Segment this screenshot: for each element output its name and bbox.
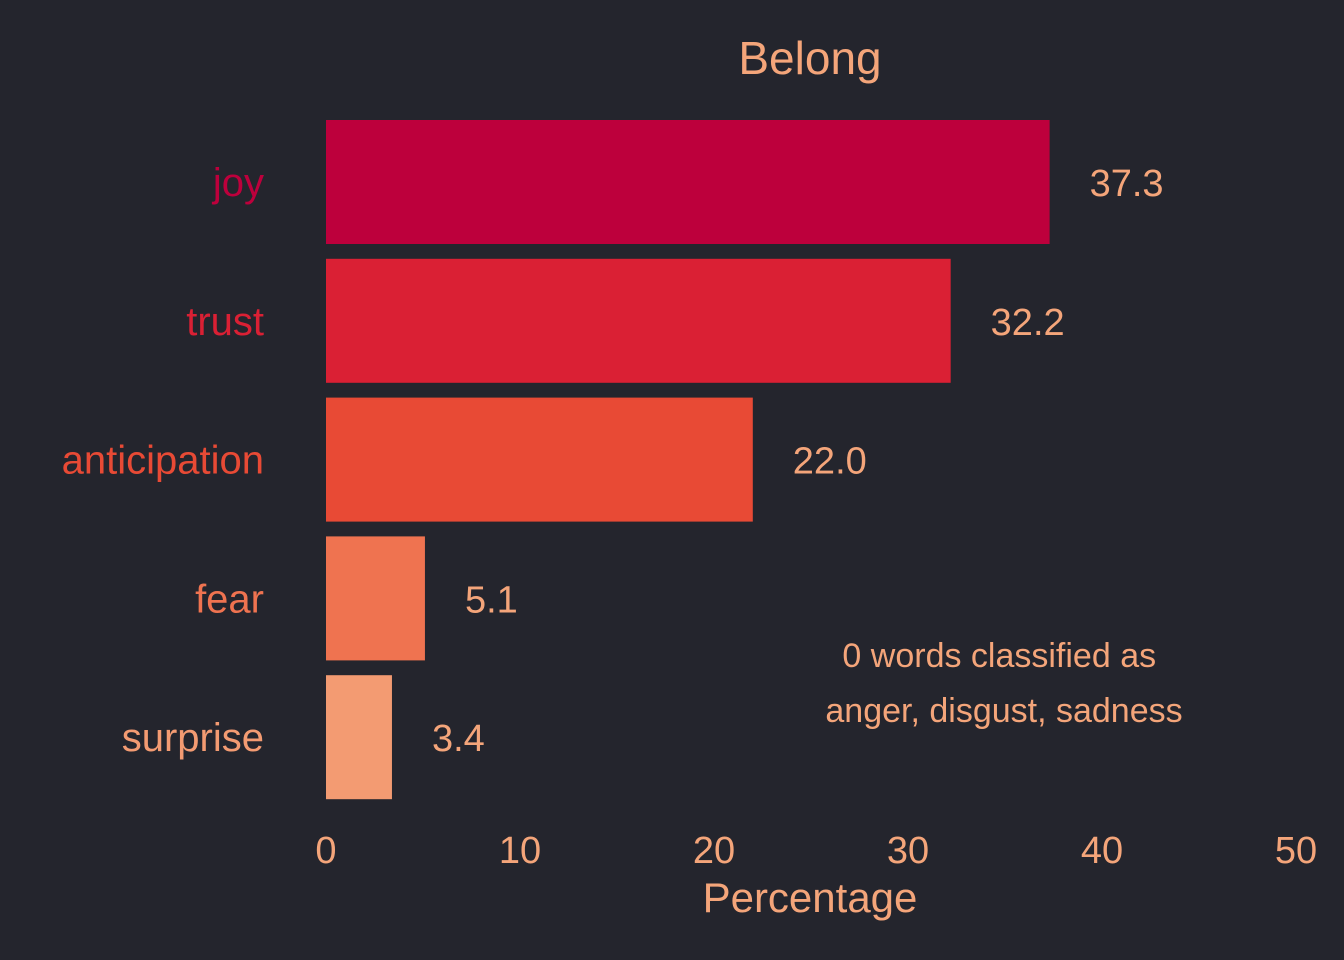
- bars-layer: [326, 120, 1050, 800]
- value-label-trust: 32.2: [991, 302, 1065, 344]
- value-label-surprise: 3.4: [432, 718, 485, 760]
- value-label-joy: 37.3: [1090, 163, 1164, 205]
- annotation-line-1: 0 words classified as: [842, 637, 1156, 675]
- category-label-surprise: surprise: [122, 716, 264, 760]
- x-tick-label-30: 30: [887, 830, 929, 872]
- chart-title: Belong: [738, 32, 881, 84]
- category-label-anticipation: anticipation: [62, 439, 264, 483]
- x-axis-label: Percentage: [703, 874, 918, 921]
- category-label-fear: fear: [195, 577, 264, 621]
- x-tick-label-10: 10: [499, 830, 541, 872]
- x-tick-label-20: 20: [693, 830, 735, 872]
- category-label-trust: trust: [186, 300, 264, 344]
- x-tick-label-50: 50: [1275, 830, 1317, 872]
- x-tick-label-40: 40: [1081, 830, 1123, 872]
- annotation-note: 0 words classified as anger, disgust, sa…: [825, 637, 1182, 730]
- bar-surprise: [326, 675, 392, 800]
- x-axis-ticks: 0 10 20 30 40 50: [315, 830, 1317, 872]
- value-labels: 37.3 32.2 22.0 5.1 3.4: [432, 163, 1164, 760]
- category-label-joy: joy: [212, 161, 264, 205]
- x-tick-label-0: 0: [315, 830, 336, 872]
- bar-joy: [326, 120, 1050, 244]
- bar-trust: [326, 258, 951, 383]
- bar-fear: [326, 536, 425, 661]
- bar-anticipation: [326, 397, 753, 522]
- value-label-anticipation: 22.0: [793, 441, 867, 483]
- category-labels: joy trust anticipation fear surprise: [62, 161, 264, 760]
- annotation-line-2: anger, disgust, sadness: [825, 692, 1182, 730]
- value-label-fear: 5.1: [465, 579, 518, 621]
